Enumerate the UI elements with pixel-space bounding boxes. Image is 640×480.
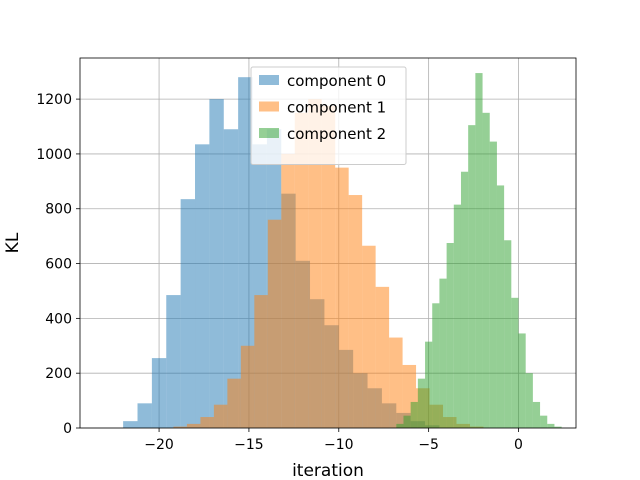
histogram-bar-component-2 [453, 204, 461, 428]
histogram-bar-component-1 [213, 404, 228, 428]
histogram-bar-component-2 [482, 112, 490, 428]
y-tick-label: 1000 [36, 147, 72, 163]
y-tick-label: 400 [45, 311, 72, 327]
histogram-bar-component-1 [348, 195, 363, 428]
histogram-bar-component-2 [417, 378, 426, 428]
histogram-bar-component-0 [137, 403, 152, 428]
histogram-bar-component-1 [267, 219, 282, 428]
histogram-bar-component-1 [200, 417, 214, 428]
histogram-bar-component-1 [254, 295, 268, 428]
histogram-bar-component-1 [186, 423, 201, 428]
legend-swatch [259, 128, 279, 138]
legend-box [250, 66, 407, 165]
x-tick-label: 0 [514, 437, 523, 453]
y-tick-label: 200 [45, 366, 72, 382]
histogram-bar-component-0 [223, 129, 239, 428]
histogram-bar-component-2 [525, 373, 533, 428]
legend-label: component 0 [287, 72, 386, 90]
histogram-bar-component-2 [475, 73, 483, 429]
y-tick-label: 0 [63, 421, 72, 437]
y-tick-label: 800 [45, 202, 72, 218]
y-axis-label: KL [3, 232, 23, 253]
histogram-bar-component-0 [151, 358, 167, 428]
histogram-bar-component-1 [308, 99, 322, 428]
histogram-bar-component-1 [375, 286, 390, 428]
histogram-bar-component-1 [335, 167, 349, 428]
x-tick-label: −10 [324, 437, 354, 453]
histogram-bar-component-2 [518, 333, 526, 428]
histogram-bar-component-2 [460, 171, 469, 429]
histogram-bar-component-2 [396, 423, 404, 428]
histogram-bar-component-0 [238, 77, 253, 429]
histogram-bar-component-1 [240, 345, 255, 428]
x-axis-label: iteration [292, 461, 364, 480]
histogram-bar-component-2 [496, 185, 505, 428]
histogram-bar-component-2 [532, 401, 541, 428]
x-tick-label: −20 [144, 437, 174, 453]
histogram-bar-component-1 [321, 105, 336, 429]
axis-ticks: −20 −15 −10 −5 0 0 200 400 600 800 1000 1200 [36, 92, 523, 453]
legend-swatch [259, 101, 279, 112]
histogram-bars [123, 73, 562, 429]
histogram-bar-component-2 [489, 141, 497, 428]
histogram-bar-component-0 [195, 144, 210, 429]
histogram-bar-component-0 [209, 99, 224, 428]
histogram-bar-component-2 [468, 125, 476, 429]
x-tick-label: −5 [418, 437, 439, 453]
histogram-bar-component-2 [504, 240, 512, 428]
histogram-bar-component-2 [403, 415, 411, 428]
histogram-bar-component-2 [511, 297, 519, 428]
histogram-bar-component-0 [123, 421, 138, 428]
histogram-bar-component-2 [554, 426, 562, 428]
histogram-bar-component-2 [439, 278, 447, 428]
histogram-bar-component-1 [362, 245, 376, 428]
y-tick-label: 600 [45, 257, 72, 273]
histogram-bar-component-2 [425, 341, 433, 428]
histogram-bar-component-2 [432, 303, 440, 428]
x-tick-label: −15 [234, 437, 264, 453]
histogram-bar-component-2 [547, 423, 555, 428]
histogram-bar-component-1 [389, 337, 403, 428]
histogram-bar-component-0 [180, 199, 196, 428]
histogram-bar-component-2 [410, 401, 418, 428]
histogram-bar-component-0 [166, 295, 181, 428]
histogram-bar-component-1 [294, 112, 309, 428]
histogram-bar-component-2 [540, 415, 548, 428]
legend-label: component 1 [287, 99, 386, 117]
histogram-bar-component-2 [446, 243, 454, 428]
legend-label: component 2 [287, 125, 386, 143]
y-tick-label: 1200 [36, 92, 72, 108]
legend-swatch [259, 75, 279, 85]
plot-frame [79, 57, 577, 429]
histogram-bar-component-1 [173, 426, 187, 428]
histogram-bar-component-1 [227, 378, 241, 428]
histogram-bar-component-1 [281, 153, 295, 429]
legend: component 0 component 1 component 2 [250, 66, 407, 165]
